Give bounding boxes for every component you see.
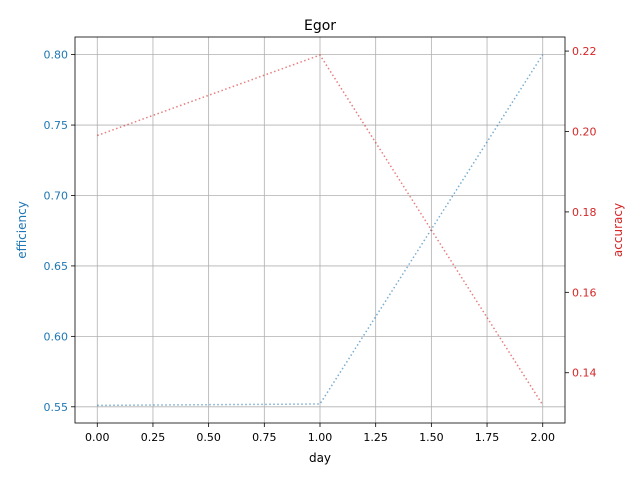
y-left-tick-label: 0.65 — [44, 260, 69, 273]
x-tick-label: 1.50 — [419, 431, 444, 444]
y-axis-left: 0.55 0.60 0.65 0.70 0.75 0.80 — [44, 49, 75, 414]
x-tick-label: 1.75 — [475, 431, 500, 444]
x-axis-label: day — [309, 451, 331, 465]
y-right-tick-label: 0.14 — [572, 367, 597, 380]
y-right-tick-label: 0.20 — [572, 125, 597, 138]
x-tick-label: 0.25 — [141, 431, 166, 444]
x-tick-label: 1.25 — [363, 431, 388, 444]
chart-title: Egor — [304, 18, 336, 34]
grid-lines — [75, 37, 565, 423]
series-line-right-axis — [97, 54, 544, 406]
x-tick-label: 0.75 — [252, 431, 277, 444]
series-layer — [97, 54, 544, 407]
x-tick-label: 0.50 — [196, 431, 221, 444]
y-right-tick-label: 0.16 — [572, 286, 597, 299]
y-right-tick-label: 0.18 — [572, 206, 597, 219]
x-tick-label: 0.00 — [85, 431, 110, 444]
x-tick-label: 2.00 — [530, 431, 555, 444]
x-tick-label: 1.00 — [308, 431, 333, 444]
y-left-tick-label: 0.60 — [44, 330, 69, 343]
x-axis: 0.00 0.25 0.50 0.75 1.00 1.25 1.50 1.75 2.00 — [85, 423, 555, 444]
y-right-tick-label: 0.22 — [572, 45, 597, 58]
y-axis-left-label: efficiency — [15, 201, 29, 259]
y-axis-right: 0.14 0.16 0.18 0.20 0.22 — [565, 45, 597, 380]
y-axis-right-label: accuracy — [611, 203, 625, 257]
y-left-tick-label: 0.75 — [44, 119, 69, 132]
y-left-tick-label: 0.70 — [44, 189, 69, 202]
y-left-tick-label: 0.80 — [44, 49, 69, 62]
y-left-tick-label: 0.55 — [44, 401, 69, 414]
